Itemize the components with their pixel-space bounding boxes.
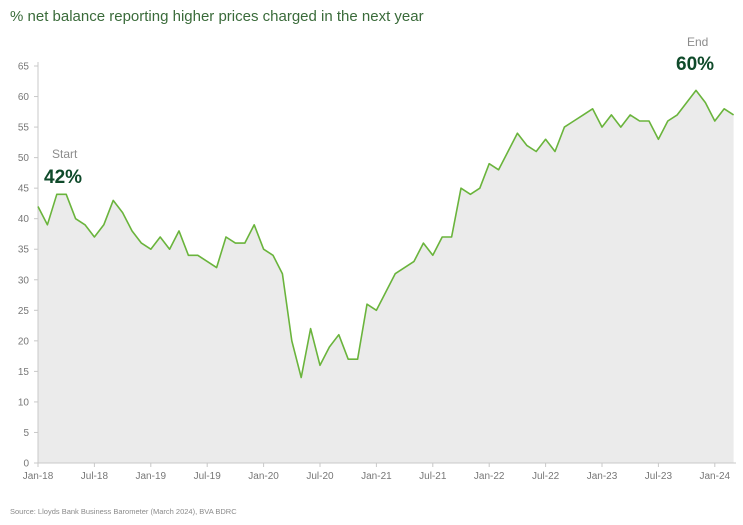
x-tick-label: Jan-23 (587, 471, 618, 482)
x-tick-label: Jul-21 (419, 471, 447, 482)
y-tick-label: 60 (18, 92, 30, 103)
series-line (37, 89, 735, 379)
y-tick-label: 50 (18, 153, 30, 164)
y-tick-label: 45 (18, 184, 30, 195)
start-value: 42% (44, 167, 82, 188)
source-note: Source: Lloyds Bank Business Barometer (… (10, 507, 237, 516)
y-tick-label: 10 (18, 397, 30, 408)
y-tick-label: 15 (18, 367, 30, 378)
y-tick-label: 25 (18, 306, 30, 317)
x-axis-ticks: Jan-18 Jul-18 Jan-19 Jul-19 Jan-20 Jul-20 Jan-… (23, 463, 731, 482)
y-tick-label: 20 (18, 336, 30, 347)
series-area-fill (38, 90, 734, 464)
x-tick-label: Jul-20 (306, 471, 334, 482)
x-tick-label: Jan-20 (248, 471, 279, 482)
axes (37, 62, 736, 464)
x-tick-label: Jul-19 (194, 471, 222, 482)
y-tick-label: 40 (18, 214, 30, 225)
x-tick-label: Jul-22 (532, 471, 560, 482)
y-tick-label: 0 (23, 459, 29, 470)
x-tick-label: Jan-22 (474, 471, 505, 482)
y-axis-ticks: 0 5 10 15 20 25 30 35 40 45 50 55 60 65 (18, 62, 38, 470)
x-tick-label: Jan-19 (136, 471, 167, 482)
y-tick-label: 5 (23, 428, 29, 439)
x-tick-label: Jan-21 (361, 471, 392, 482)
end-label: End (687, 35, 708, 49)
y-tick-label: 55 (18, 123, 30, 134)
x-tick-label: Jan-18 (23, 471, 54, 482)
y-tick-label: 35 (18, 245, 30, 256)
start-label: Start (52, 147, 78, 161)
end-value: 60% (676, 54, 714, 75)
chart-title: % net balance reporting higher prices ch… (10, 8, 424, 25)
x-tick-label: Jan-24 (700, 471, 731, 482)
x-tick-label: Jul-18 (81, 471, 109, 482)
y-tick-label: 30 (18, 275, 30, 286)
y-tick-label: 65 (18, 62, 30, 73)
x-tick-label: Jul-23 (645, 471, 673, 482)
